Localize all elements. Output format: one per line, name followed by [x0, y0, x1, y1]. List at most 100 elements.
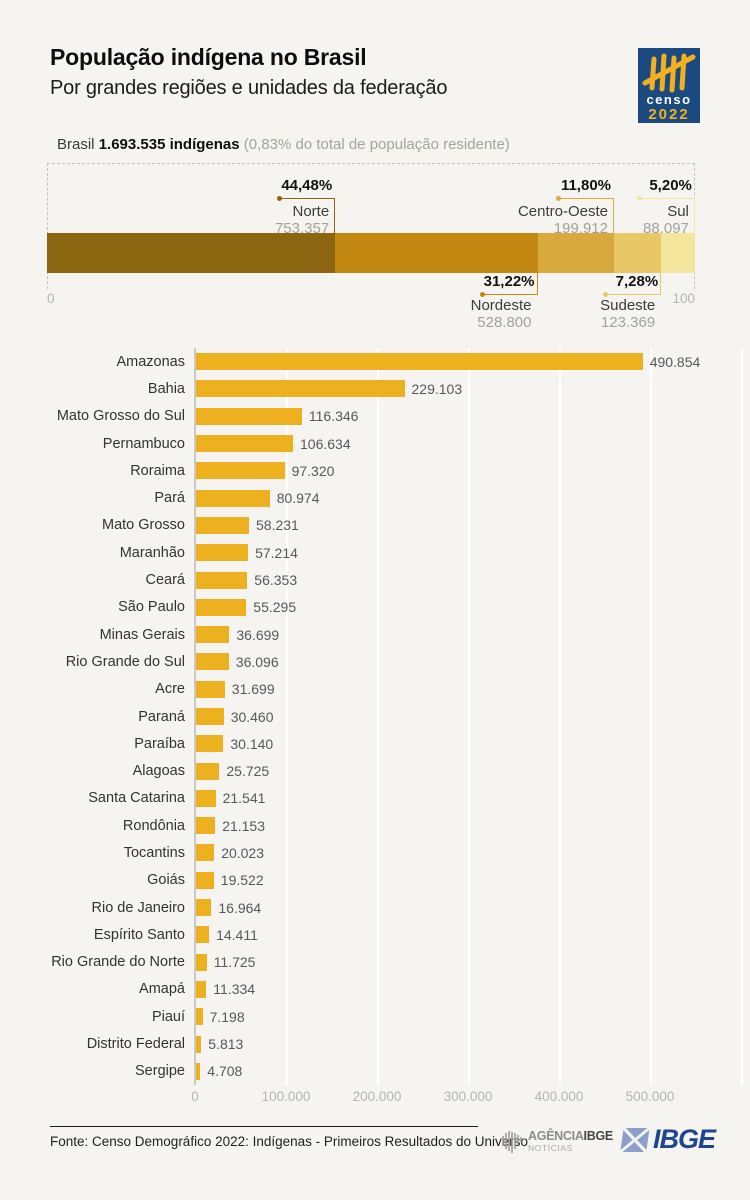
- table-row: Pernambuco 106.634: [50, 430, 710, 457]
- table-row: Amazonas 490.854: [50, 348, 710, 375]
- bar-zone: 80.974: [196, 484, 710, 511]
- table-row: Mato Grosso do Sul 116.346: [50, 403, 710, 430]
- category-label: Mato Grosso: [102, 517, 185, 534]
- value-label: 19.522: [220, 872, 264, 889]
- table-row: Roraima 97.320: [50, 457, 710, 484]
- region-label-sul: 5,20% Sul 88.097: [47, 177, 695, 237]
- bar-zone: 106.634: [196, 430, 710, 457]
- value-label: 14.411: [216, 926, 258, 943]
- x-axis-tick-label: 200.000: [352, 1089, 402, 1104]
- value-label: 30.140: [230, 735, 274, 752]
- region-label-centro-oeste: 11,80% Centro-Oeste 199.912: [47, 177, 614, 237]
- value-label: 11.725: [213, 954, 256, 971]
- bar-zone: 36.096: [196, 648, 710, 675]
- table-row: Paraíba 30.140: [50, 730, 710, 757]
- bar-zone: 31.699: [196, 676, 710, 703]
- state-bar: [196, 871, 214, 889]
- gridline: [377, 348, 379, 1085]
- value-label: 21.541: [222, 790, 266, 807]
- gridline: [650, 348, 652, 1085]
- region-percent: 5,20%: [649, 177, 692, 194]
- state-bar: [196, 353, 643, 371]
- bar-zone: 116.346: [196, 403, 710, 430]
- table-row: Ceará 56.353: [50, 566, 710, 593]
- value-label: 7.198: [209, 1008, 245, 1025]
- category-label: Rio Grande do Norte: [51, 954, 185, 971]
- state-bar: [196, 380, 405, 398]
- state-bar: [196, 1008, 203, 1026]
- region-segment-centro-oeste: [537, 233, 614, 273]
- bar-zone: 25.725: [196, 757, 710, 784]
- region-name: Sudeste: [600, 297, 656, 314]
- bar-zone: 490.854: [196, 348, 710, 375]
- category-label: Amazonas: [116, 353, 185, 370]
- category-label: São Paulo: [118, 599, 185, 616]
- category-label: Piauí: [151, 1008, 185, 1025]
- category-label: Rondônia: [122, 817, 185, 834]
- table-row: Santa Catarina 21.541: [50, 785, 710, 812]
- bar-zone: 36.699: [196, 621, 710, 648]
- value-label: 16.964: [218, 899, 262, 916]
- region-value: 753.357: [274, 220, 330, 237]
- bar-zone: 16.964: [196, 894, 710, 921]
- category-label: Mato Grosso do Sul: [56, 408, 185, 425]
- page-title: População indígena no Brasil: [50, 44, 367, 70]
- category-label: Sergipe: [135, 1063, 185, 1080]
- brasil-total-summary: Brasil 1.693.535 indígenas (0,83% do tot…: [57, 136, 510, 153]
- agencia-map-icon: [502, 1131, 522, 1153]
- category-label: Pernambuco: [102, 435, 185, 452]
- table-row: Piauí 7.198: [50, 1003, 710, 1030]
- table-row: Minas Gerais 36.699: [50, 621, 710, 648]
- value-label: 21.153: [222, 817, 266, 834]
- state-rows: Amazonas 490.854 Bahia 229.103 Mato Grosso d…: [50, 348, 710, 1085]
- value-label: 36.096: [235, 653, 279, 670]
- region-percent: 31,22%: [483, 273, 535, 290]
- agencia-text: AGÊNCIAIBGE NOTÍCIAS: [528, 1129, 613, 1153]
- table-row: Rio Grande do Norte 11.725: [50, 949, 710, 976]
- category-label: Minas Gerais: [99, 626, 185, 643]
- bar-zone: 58.231: [196, 512, 710, 539]
- region-connector-line: [277, 196, 336, 234]
- table-row: Alagoas 25.725: [50, 757, 710, 784]
- bar-zone: 97.320: [196, 457, 710, 484]
- category-label: Maranhão: [119, 544, 185, 561]
- agencia-noticias-word: NOTÍCIAS: [528, 1143, 573, 1153]
- region-name: Nordeste: [470, 297, 532, 314]
- bar-zone: 56.353: [196, 566, 710, 593]
- category-label: Paraná: [138, 708, 185, 725]
- table-row: Acre 31.699: [50, 676, 710, 703]
- region-name: Sul: [667, 203, 689, 220]
- region-name: Centro-Oeste: [517, 203, 608, 220]
- x-axis-tick-label: 500.000: [625, 1089, 675, 1104]
- ibge-wordmark: IBGE: [653, 1124, 716, 1154]
- category-label: Ceará: [145, 572, 186, 589]
- summary-prefix: Brasil: [57, 136, 99, 153]
- bar-zone: 11.334: [196, 976, 710, 1003]
- region-value: 123.369: [600, 314, 656, 331]
- value-label: 25.725: [226, 763, 270, 780]
- value-label: 116.346: [308, 408, 359, 425]
- region-name: Norte: [292, 203, 330, 220]
- category-label: Roraima: [130, 462, 185, 479]
- value-label: 36.699: [236, 626, 280, 643]
- region-value: 528.800: [477, 314, 532, 331]
- bar-zone: 11.725: [196, 949, 710, 976]
- value-label: 30.460: [230, 708, 274, 725]
- table-row: São Paulo 55.295: [50, 594, 710, 621]
- bar-zone: 57.214: [196, 539, 710, 566]
- region-value: 199.912: [553, 220, 608, 237]
- table-row: Bahia 229.103: [50, 375, 710, 402]
- region-connector-line: [603, 273, 662, 297]
- table-row: Paraná 30.460: [50, 703, 710, 730]
- table-row: Mato Grosso 58.231: [50, 512, 710, 539]
- gridline: [286, 348, 288, 1085]
- value-label: 5.813: [208, 1036, 244, 1053]
- category-label: Goiás: [147, 872, 185, 889]
- region-connector-line: [479, 273, 538, 297]
- value-label: 20.023: [221, 844, 265, 861]
- category-label: Espírito Santo: [93, 926, 185, 943]
- value-label: 56.353: [254, 572, 298, 589]
- bar-zone: 4.708: [196, 1058, 710, 1085]
- value-label: 80.974: [276, 490, 320, 507]
- summary-note: (0,83% do total de população residente): [239, 136, 510, 153]
